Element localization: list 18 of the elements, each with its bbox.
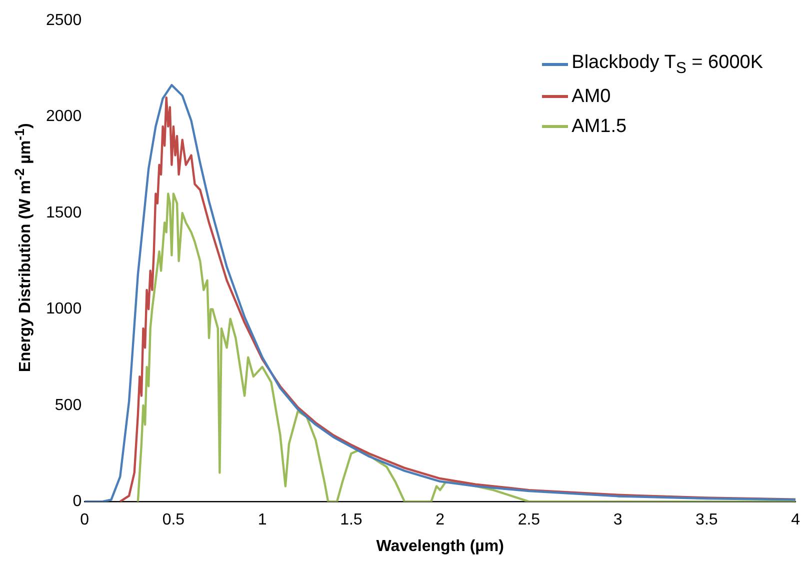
- x-tick-label: 0.5: [162, 512, 185, 529]
- legend-label: AM0: [572, 86, 611, 108]
- y-tick-label: 1000: [46, 300, 82, 318]
- y-tick-label: 500: [54, 396, 82, 414]
- y-tick-label: 2000: [46, 108, 82, 126]
- y-tick-label: 2500: [46, 12, 82, 30]
- x-tick-label: 2.5: [518, 512, 540, 529]
- x-tick-label: 1: [258, 512, 267, 529]
- x-axis-title: Wavelength (µm): [376, 538, 504, 555]
- x-tick-label: 3: [613, 512, 622, 529]
- x-tick-label: 1.5: [340, 512, 362, 529]
- legend-label: Blackbody T$_{S}$ = 6000K: [572, 52, 763, 78]
- legend-label: AM1.5: [572, 116, 627, 138]
- x-tick-label: 4: [791, 512, 800, 529]
- y-tick-label: 1500: [46, 204, 82, 222]
- y-tick-label: 0: [72, 493, 82, 510]
- x-tick-label: 2: [436, 512, 445, 529]
- x-tick-label: 3.5: [696, 512, 718, 529]
